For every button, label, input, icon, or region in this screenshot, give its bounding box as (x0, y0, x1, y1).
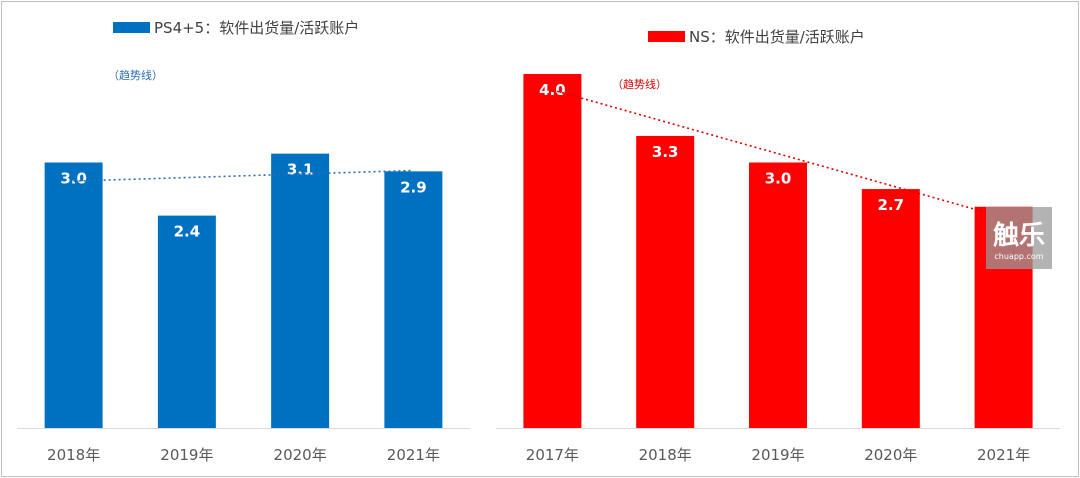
ns-x-tick-label: 2021年 (977, 446, 1030, 464)
ps-bar-1 (44, 162, 103, 428)
ns-bar-value-label: 3.3 (652, 143, 679, 161)
ps-bar-2 (157, 215, 216, 428)
ps-x-tick-label: 2018年 (47, 446, 100, 464)
ps-bar-4 (384, 171, 443, 428)
watermark-logo-text: 触乐 (993, 221, 1045, 251)
ns-x-tick-label: 2019年 (751, 446, 804, 464)
ps-bar-value-label: 2.4 (174, 223, 201, 241)
watermark-box (986, 207, 1052, 269)
ns-legend-swatch (648, 31, 685, 42)
ns-bar-4 (861, 189, 920, 428)
ps-bar-value-label: 2.9 (400, 178, 427, 196)
ps-chart: 3.0 2018年 2.4 2019年 3.1 2020年 2.9 2021年 （趋势线） PS4… (17, 19, 470, 464)
ns-legend-label: NS：软件出货量/活跃账户 (689, 28, 865, 46)
ps-trend-label: （趋势线） (108, 68, 163, 82)
ns-x-tick-label: 2018年 (639, 446, 692, 464)
ps-trendline (73, 169, 414, 182)
ps-x-tick-label: 2019年 (160, 446, 213, 464)
ps-legend-label: PS4+5：软件出货量/活跃账户 (154, 19, 359, 37)
ps-legend-swatch (113, 22, 150, 33)
ns-trendline (552, 89, 1004, 219)
ns-trend-label: （趋势线） (612, 77, 667, 91)
watermark: 触乐 chuapp.com (986, 207, 1052, 269)
ns-bar-2 (636, 135, 695, 428)
ps-bar-value-label: 3.1 (287, 161, 314, 179)
ns-bar-value-label: 2.7 (878, 196, 905, 214)
watermark-url: chuapp.com (994, 252, 1043, 261)
ps-bar-value-label: 3.0 (60, 170, 87, 188)
ps-x-tick-label: 2021年 (387, 446, 440, 464)
ns-bar-value-label: 3.0 (765, 170, 792, 188)
ns-bar-3 (749, 162, 807, 428)
ps-x-tick-label: 2020年 (274, 446, 327, 464)
ns-x-tick-label: 2017年 (526, 446, 579, 464)
ns-bar-1 (523, 74, 582, 428)
ps-bar-3 (271, 153, 330, 428)
ns-x-tick-label: 2020年 (864, 446, 917, 464)
